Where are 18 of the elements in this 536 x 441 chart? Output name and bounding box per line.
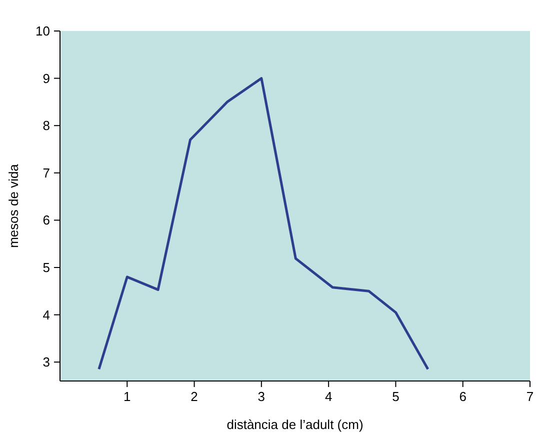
y-tick-label: 6 xyxy=(42,212,50,228)
x-tick-label: 4 xyxy=(324,389,332,404)
x-tick-label: 1 xyxy=(124,389,131,404)
x-tick-label: 5 xyxy=(392,389,400,404)
x-axis-title: distància de l’adult (cm) xyxy=(226,417,364,432)
y-axis-title: mesos de vida xyxy=(6,163,21,248)
y-tick-label: 8 xyxy=(42,118,50,134)
y-tick-label: 7 xyxy=(42,165,50,180)
y-tick-label: 3 xyxy=(42,354,50,370)
y-tick-label: 5 xyxy=(42,260,50,276)
line-series xyxy=(98,77,430,370)
y-tick-label: 9 xyxy=(42,70,50,86)
y-tick-label: 10 xyxy=(36,24,50,39)
x-tick-label: 3 xyxy=(258,389,266,404)
x-tick-label: 2 xyxy=(190,389,198,404)
x-tick-label: 6 xyxy=(459,389,466,404)
y-tick-label: 4 xyxy=(42,307,50,322)
x-tick-label: 7 xyxy=(526,389,534,404)
